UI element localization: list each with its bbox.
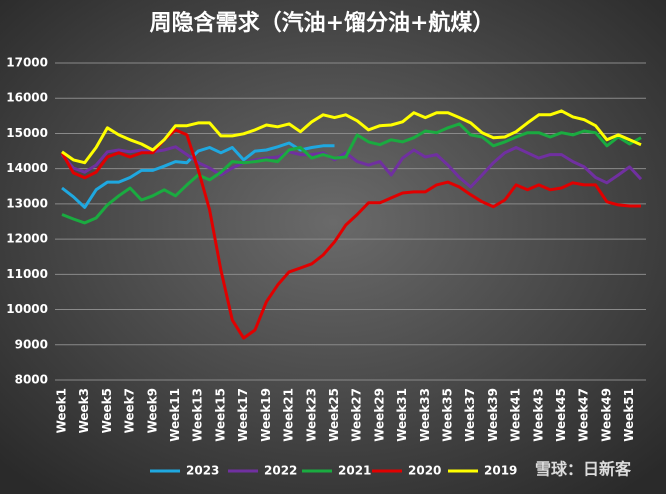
x-tick-label: Week35 <box>441 388 455 442</box>
y-tick-label: 16000 <box>6 91 48 105</box>
x-tick-label: Week17 <box>236 388 250 442</box>
y-tick-label: 9000 <box>15 337 48 351</box>
x-tick-label: Week19 <box>259 388 273 442</box>
x-tick-label: Week15 <box>213 388 227 442</box>
legend-label: 2020 <box>408 464 441 478</box>
x-tick-label: Week43 <box>531 388 545 442</box>
x-tick-label: Week45 <box>554 388 568 442</box>
x-tick-label: Week9 <box>145 388 159 433</box>
series-line <box>61 141 335 209</box>
y-tick-label: 14000 <box>6 161 48 175</box>
y-tick-label: 15000 <box>6 126 48 140</box>
x-tick-label: Week41 <box>509 388 523 442</box>
x-tick-label: Week47 <box>577 388 591 442</box>
y-tick-label: 10000 <box>6 302 48 316</box>
x-tick-label: Week29 <box>372 388 386 442</box>
series-line <box>61 122 642 225</box>
series-line <box>60 145 643 189</box>
x-tick-label: Week39 <box>486 388 500 442</box>
series-line <box>61 109 642 165</box>
x-tick-label: Week5 <box>100 388 114 433</box>
x-tick-label: Week3 <box>77 388 91 433</box>
x-tick-label: Week37 <box>463 388 477 442</box>
x-tick-label: Week25 <box>327 388 341 442</box>
y-tick-label: 8000 <box>15 373 48 387</box>
y-tick-label: 13000 <box>6 196 48 210</box>
x-tick-label: Week11 <box>168 388 182 442</box>
watermark: 雪球：日新客 <box>535 460 632 479</box>
x-tick-label: Week31 <box>395 388 409 442</box>
x-tick-label: Week49 <box>599 388 613 442</box>
legend-label: 2021 <box>338 464 371 478</box>
legend-label: 2019 <box>484 464 517 478</box>
x-tick-label: Week51 <box>622 388 636 442</box>
x-tick-label: Week7 <box>123 388 137 433</box>
y-tick-label: 12000 <box>6 232 48 246</box>
legend-label: 2023 <box>186 464 219 478</box>
x-tick-label: Week33 <box>418 388 432 442</box>
x-tick-label: Week13 <box>191 388 205 442</box>
y-tick-label: 17000 <box>6 56 48 70</box>
y-tick-label: 11000 <box>6 267 48 281</box>
legend-label: 2022 <box>264 464 297 478</box>
x-tick-label: Week1 <box>55 388 69 433</box>
x-tick-label: Week23 <box>304 388 318 442</box>
x-tick-label: Week27 <box>350 388 364 442</box>
x-tick-label: Week21 <box>282 388 296 442</box>
chart-title: 周隐含需求（汽油+馏分油+航煤） <box>150 10 495 36</box>
